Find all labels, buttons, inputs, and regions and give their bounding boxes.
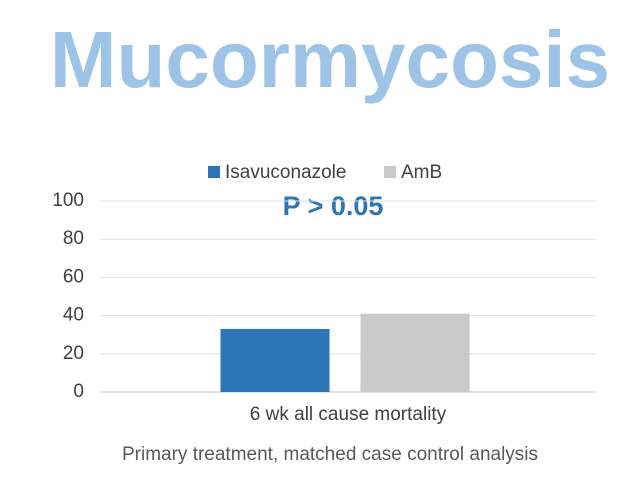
y-tick-label: 60 [63,266,84,287]
legend-swatch [208,166,220,178]
y-tick-label: 100 [52,190,84,211]
legend-label: AmB [401,162,442,183]
legend-label: Isavuconazole [225,162,346,183]
note: Primary treatment, matched case control … [122,444,538,465]
y-tick-label: 40 [63,305,84,326]
bar [360,313,470,392]
y-tick-label: 80 [63,228,84,249]
legend-swatch [384,166,396,178]
x-tick-label: 6 wk all cause mortality [250,404,447,425]
annotation: P > 0.05 [283,191,384,221]
chart-title: Mucormycosis [50,15,610,104]
bar [220,328,330,392]
y-tick-label: 0 [73,381,84,402]
y-tick-label: 20 [63,343,84,364]
